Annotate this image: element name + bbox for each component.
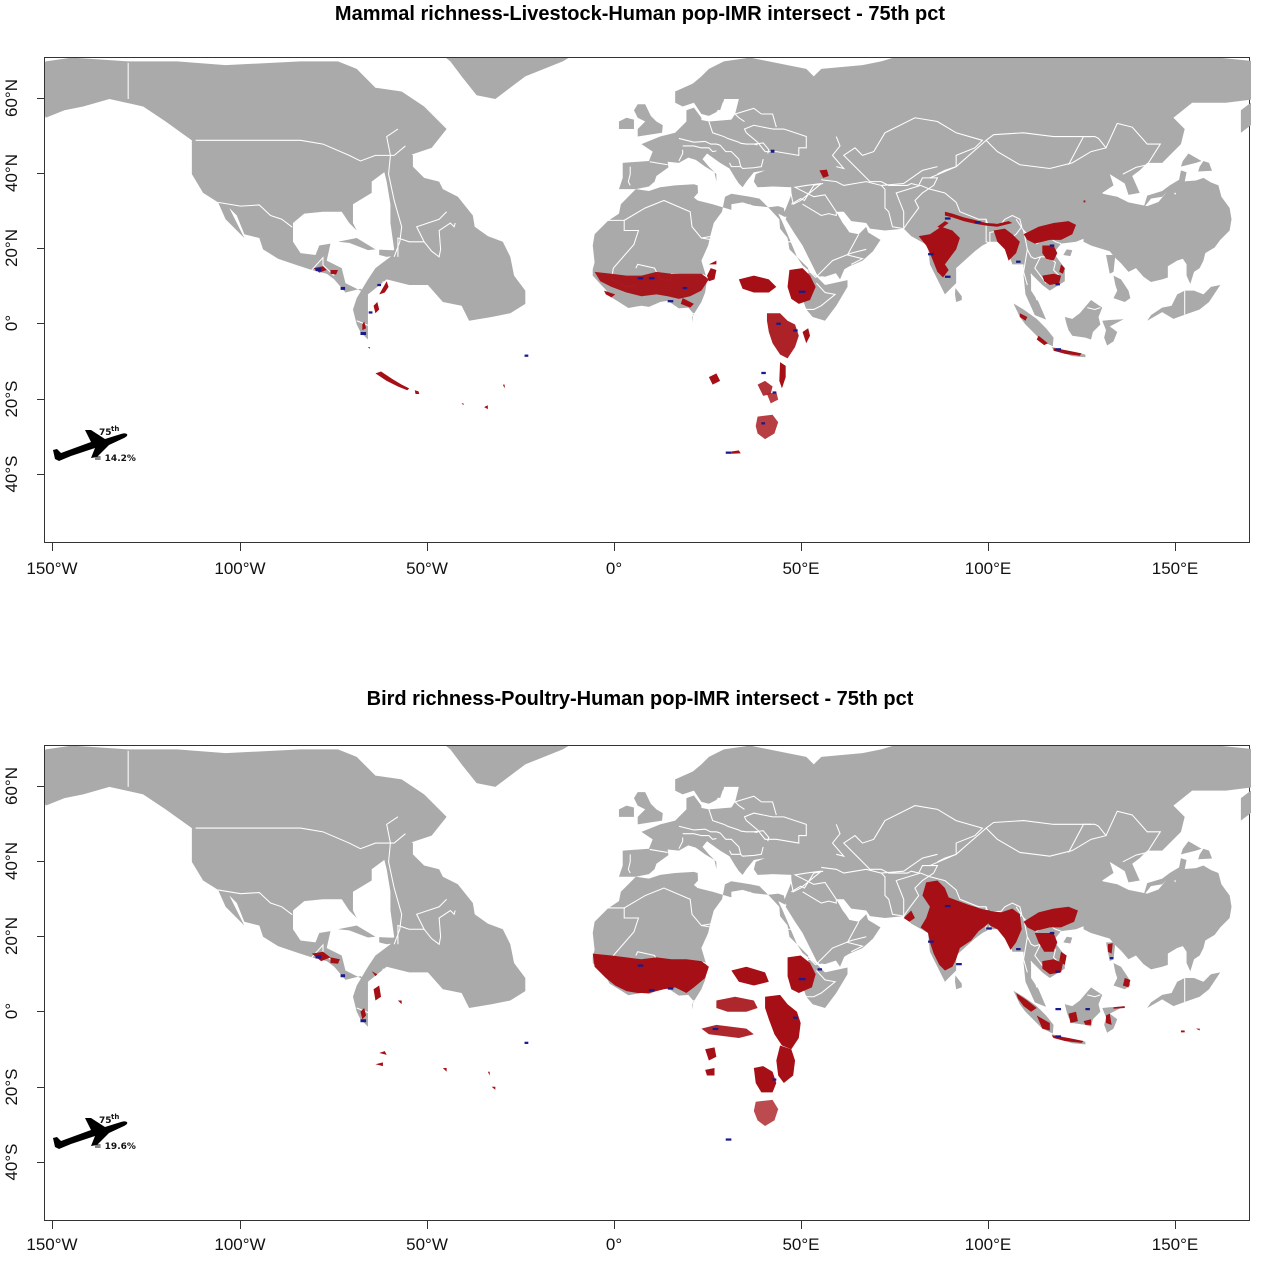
y-tick — [37, 474, 45, 475]
panel-title: Mammal richness-Livestock-Human pop-IMR … — [334, 3, 946, 25]
legend-percentile-suffix: th — [111, 425, 120, 433]
land-masses — [45, 746, 1251, 1045]
x-tick-label: 100°E — [964, 559, 1012, 578]
y-tick-label: 20°S — [2, 380, 21, 418]
world-map — [45, 746, 1251, 1141]
legend: 75 th = 19.6% — [51, 1110, 141, 1160]
x-tick-label: 50°W — [406, 1235, 448, 1254]
legend-value: = 14.2% — [94, 454, 136, 464]
y-tick-label: 60°N — [2, 79, 21, 117]
y-tick-label: 40°N — [2, 842, 21, 880]
x-tick-label: 100°W — [214, 559, 266, 578]
x-tick — [1175, 1221, 1176, 1229]
legend: 75 th = 14.2% — [51, 422, 141, 472]
x-tick-label: 50°W — [406, 559, 448, 578]
x-tick — [427, 543, 428, 551]
x-tick-label: 50°E — [782, 559, 820, 578]
panel-title: Bird richness-Poultry-Human pop-IMR inte… — [366, 688, 914, 710]
y-tick-label: 20°S — [2, 1068, 21, 1106]
y-tick-label: 40°S — [2, 1143, 21, 1181]
world-map — [45, 58, 1251, 454]
x-tick — [1175, 543, 1176, 551]
hotspot-layer — [313, 169, 1086, 454]
x-tick — [988, 543, 989, 551]
y-tick-label: 20°N — [2, 229, 21, 267]
land-masses — [45, 58, 1251, 358]
x-tick — [240, 1221, 241, 1229]
y-tick-label: 60°N — [2, 767, 21, 805]
x-tick — [614, 543, 615, 551]
x-tick-label: 150°W — [26, 1235, 78, 1254]
x-tick-label: 0° — [605, 1235, 623, 1254]
y-tick — [37, 936, 45, 937]
y-tick — [37, 399, 45, 400]
y-tick — [37, 1087, 45, 1088]
y-tick — [37, 98, 45, 99]
map-frame: 75 th = 19.6% — [44, 745, 1251, 1221]
y-tick — [37, 173, 45, 174]
x-tick — [52, 543, 53, 551]
x-tick-label: 150°E — [1151, 559, 1199, 578]
map-frame: 75 th = 14.2% — [44, 57, 1251, 543]
y-tick — [37, 248, 45, 249]
y-tick — [37, 861, 45, 862]
legend-percentile: 75 — [99, 1116, 112, 1126]
legend-percentile: 75 — [99, 428, 112, 438]
x-tick — [240, 543, 241, 551]
x-tick — [52, 1221, 53, 1229]
y-tick — [37, 1162, 45, 1163]
y-tick-label: 0° — [2, 314, 21, 332]
x-tick — [801, 543, 802, 551]
y-tick-label: 40°S — [2, 455, 21, 493]
x-tick — [801, 1221, 802, 1229]
x-tick-label: 0° — [605, 559, 623, 578]
x-tick-label: 100°W — [214, 1235, 266, 1254]
city-markers — [315, 149, 1062, 454]
y-tick-label: 20°N — [2, 917, 21, 955]
x-tick-label: 100°E — [964, 1235, 1012, 1254]
x-tick — [427, 1221, 428, 1229]
legend-percentile-suffix: th — [111, 1113, 120, 1121]
legend-value: = 19.6% — [94, 1142, 136, 1152]
airplane-icon — [53, 430, 128, 461]
x-tick-label: 150°W — [26, 559, 78, 578]
y-tick — [37, 1011, 45, 1012]
airplane-icon — [53, 1118, 128, 1149]
x-tick-label: 50°E — [782, 1235, 820, 1254]
map-panel-mammal: Mammal richness-Livestock-Human pop-IMR … — [0, 0, 1280, 600]
map-panel-bird: Bird richness-Poultry-Human pop-IMR inte… — [0, 688, 1280, 1265]
x-tick — [988, 1221, 989, 1229]
y-tick-label: 40°N — [2, 154, 21, 192]
y-tick — [37, 786, 45, 787]
x-tick — [614, 1221, 615, 1229]
y-tick — [37, 323, 45, 324]
y-tick-label: 0° — [2, 1002, 21, 1020]
x-tick-label: 150°E — [1151, 1235, 1199, 1254]
city-markers — [315, 904, 1114, 1141]
